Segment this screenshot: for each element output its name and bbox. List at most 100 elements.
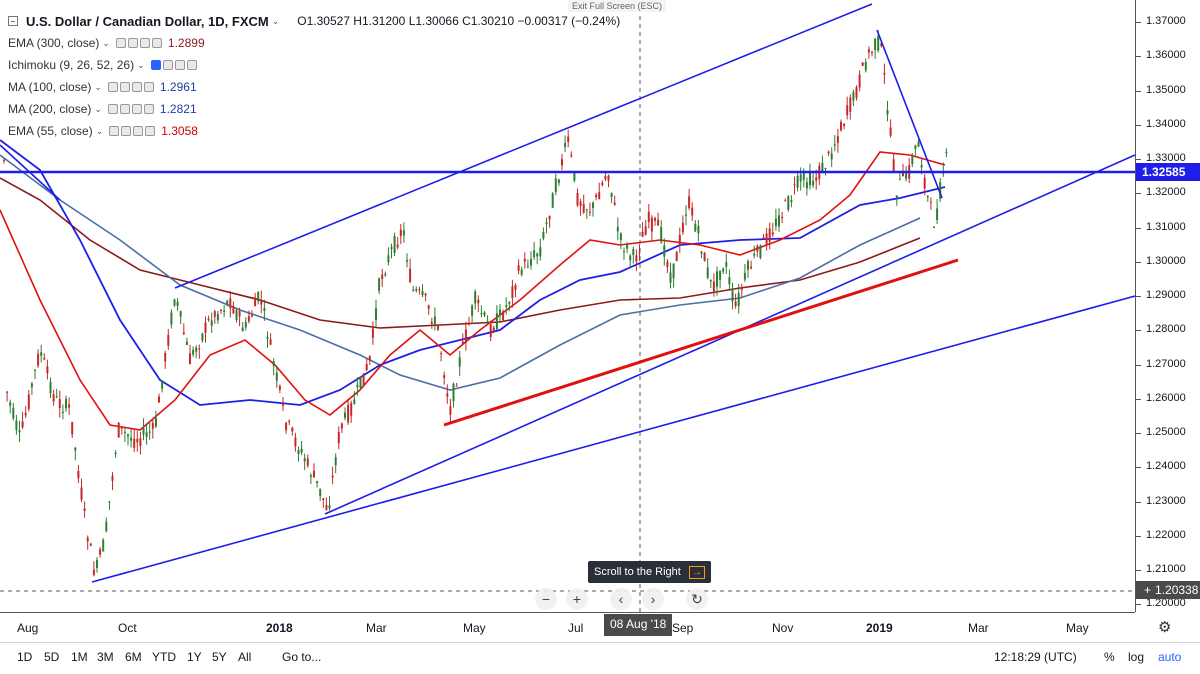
candle-body	[523, 258, 526, 262]
more-icon[interactable]	[139, 38, 150, 48]
delete-icon[interactable]	[145, 126, 156, 136]
eye-icon[interactable]	[107, 104, 118, 114]
candle-body	[774, 218, 777, 227]
eye-icon[interactable]	[109, 126, 120, 136]
indicator-name[interactable]: Ichimoku (9, 26, 52, 26)	[8, 58, 135, 72]
range-button-1y[interactable]: 1Y	[187, 650, 202, 664]
candle-body	[430, 321, 433, 324]
candle-body	[275, 372, 278, 381]
range-button-1d[interactable]: 1D	[17, 650, 33, 664]
eye-icon[interactable]	[150, 60, 161, 70]
chevron-down-icon[interactable]: ⌄	[94, 103, 102, 114]
price-tick-label: 1.34000	[1136, 117, 1186, 130]
arrow-right-icon[interactable]: →	[688, 565, 705, 579]
range-button-ytd[interactable]: YTD	[152, 650, 176, 664]
eye-icon[interactable]	[107, 82, 118, 92]
symbol-title[interactable]: U.S. Dollar / Canadian Dollar, 1D, FXCM	[26, 13, 269, 29]
candle-body	[266, 337, 269, 339]
reset-chart-button[interactable]: ↻	[686, 588, 708, 610]
more-icon[interactable]	[131, 104, 142, 114]
scroll-right-button[interactable]: ›	[642, 588, 664, 610]
delete-icon[interactable]	[143, 82, 154, 92]
candle-body	[216, 314, 219, 321]
indicator-name[interactable]: MA (100, close)	[8, 80, 92, 94]
delete-icon[interactable]	[143, 104, 154, 114]
collapse-legend-icon[interactable]	[8, 16, 18, 26]
settings-icon[interactable]	[121, 126, 132, 136]
candle-body	[452, 383, 455, 402]
candle-body	[220, 310, 222, 312]
candle-body	[554, 178, 557, 193]
indicator-name[interactable]: EMA (300, close)	[8, 36, 100, 50]
scroll-tooltip-label: Scroll to the Right	[594, 566, 681, 578]
crosshair-price-badge: +1.20338	[1136, 581, 1200, 599]
more-icon[interactable]	[174, 60, 185, 70]
time-axis[interactable]: Aug Oct 2018 Mar May Jul Sep Nov 2019 Mar May	[0, 612, 1135, 642]
settings-icon[interactable]	[162, 60, 173, 70]
scroll-left-button[interactable]: ‹	[610, 588, 632, 610]
chevron-down-icon[interactable]: ⌄	[271, 15, 280, 26]
candle-body	[195, 347, 198, 352]
candle-body	[37, 353, 40, 366]
candle-body	[678, 235, 681, 246]
indicator-name[interactable]: MA (200, close)	[8, 102, 92, 116]
plus-icon[interactable]: +	[1144, 583, 1152, 597]
range-button-3m[interactable]: 3M	[97, 650, 114, 664]
candle-body	[933, 226, 935, 228]
candle-body	[102, 539, 105, 552]
percent-scale-toggle[interactable]: %	[1104, 650, 1115, 664]
candle-body	[77, 470, 80, 479]
chevron-down-icon[interactable]: ⌄	[137, 59, 145, 70]
zoom-in-button[interactable]: +	[566, 588, 588, 610]
candle-body	[161, 380, 164, 389]
range-button-all[interactable]: All	[238, 650, 252, 664]
more-icon[interactable]	[133, 126, 144, 136]
candle-body	[778, 215, 780, 227]
exit-fullscreen-hint[interactable]: Exit Full Screen (ESC)	[568, 0, 667, 12]
candle-body	[694, 223, 697, 232]
price-chart[interactable]	[0, 0, 1135, 612]
more-icon[interactable]	[131, 82, 142, 92]
range-button-1m[interactable]: 1M	[71, 650, 88, 664]
candle-body	[232, 305, 235, 314]
settings-icon[interactable]	[119, 104, 130, 114]
candle-body	[21, 421, 24, 428]
chevron-down-icon[interactable]: ⌄	[102, 37, 110, 48]
candle-body	[489, 324, 492, 338]
gear-icon[interactable]: ⚙	[1158, 619, 1172, 636]
candle-body	[49, 381, 52, 394]
chevron-down-icon[interactable]: ⌄	[95, 125, 104, 136]
candle-body	[805, 182, 808, 189]
candle-body	[598, 192, 601, 200]
range-button-5d[interactable]: 5D	[44, 650, 60, 664]
range-button-5y[interactable]: 5Y	[212, 650, 227, 664]
settings-icon[interactable]	[127, 38, 138, 48]
delete-icon[interactable]	[186, 60, 197, 70]
scroll-to-right-tooltip[interactable]: Scroll to the Right →	[588, 561, 711, 583]
candle-body	[251, 315, 253, 317]
candle-body	[592, 202, 594, 208]
log-scale-toggle[interactable]: log	[1128, 650, 1145, 664]
candle-body	[688, 196, 691, 209]
candle-body	[502, 311, 505, 321]
candle-body	[133, 438, 136, 448]
chevron-down-icon[interactable]: ⌄	[94, 81, 102, 92]
price-axis[interactable]: 1.37000 1.36000 1.35000 1.34000 1.33000 1.320…	[1135, 0, 1200, 612]
candle-body	[530, 259, 532, 266]
goto-date-button[interactable]: Go to...	[282, 650, 322, 664]
zoom-out-button[interactable]: −	[535, 588, 557, 610]
price-tick-label: 1.30000	[1136, 254, 1186, 267]
auto-scale-toggle[interactable]: auto	[1158, 650, 1182, 664]
chart-area[interactable]	[0, 0, 1135, 612]
candle-body	[666, 261, 669, 268]
utc-clock[interactable]: 12:18:29 (UTC)	[994, 650, 1077, 664]
delete-icon[interactable]	[151, 38, 162, 48]
eye-icon[interactable]	[115, 38, 126, 48]
range-button-6m[interactable]: 6M	[125, 650, 142, 664]
candle-body	[378, 278, 381, 291]
settings-icon[interactable]	[119, 82, 130, 92]
candle-body	[375, 308, 377, 321]
indicator-name[interactable]: EMA (55, close)	[8, 124, 93, 138]
candle-body	[27, 394, 30, 410]
price-tick-label: 1.33000	[1136, 152, 1186, 164]
